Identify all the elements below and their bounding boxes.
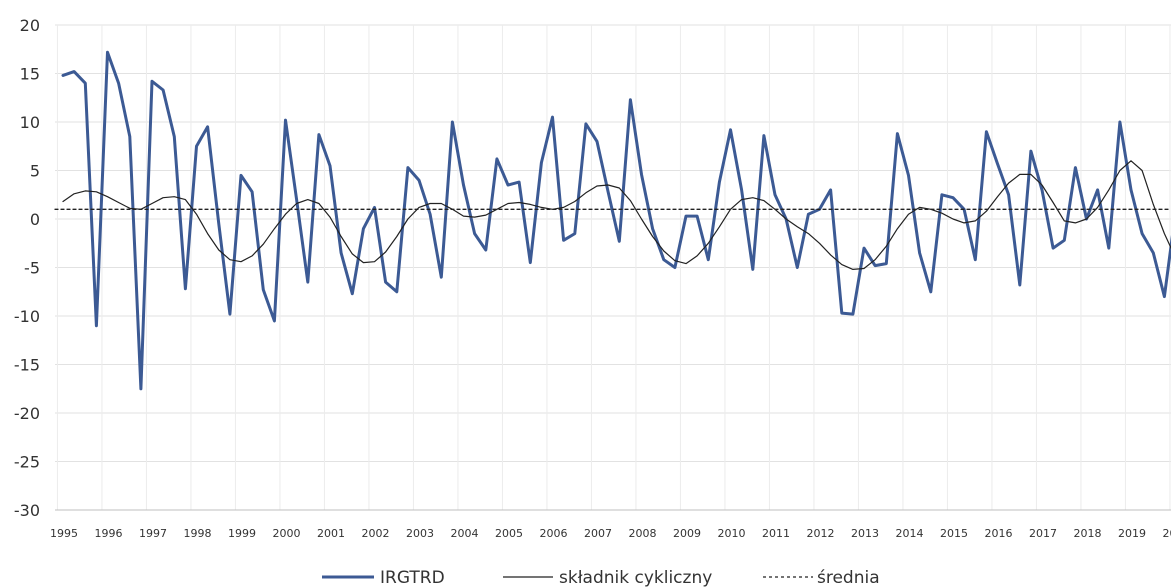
legend-label: składnik cykliczny: [559, 568, 712, 587]
x-tick-label: 2001: [317, 527, 345, 540]
x-tick-label: 1998: [184, 527, 212, 540]
grid-layer: [55, 25, 1171, 510]
legend-label: średnia: [817, 568, 880, 587]
x-tick-label: 2016: [985, 527, 1013, 540]
x-tick-label: 2003: [406, 527, 434, 540]
x-tick-label: 2013: [851, 527, 879, 540]
x-tick-label: 2004: [451, 527, 479, 540]
x-tick-label: 1997: [139, 527, 167, 540]
x-tick-label: 1996: [95, 527, 123, 540]
x-tick-label: 1995: [50, 527, 78, 540]
x-tick-label: 2010: [718, 527, 746, 540]
x-tick-label: 2005: [495, 527, 523, 540]
x-tick-label: 2018: [1074, 527, 1102, 540]
x-tick-label: 2002: [362, 527, 390, 540]
x-tick-label: 2000: [273, 527, 301, 540]
x-tick-label: 2019: [1118, 527, 1146, 540]
series-layer: [55, 52, 1171, 497]
x-tick-label: 2012: [807, 527, 835, 540]
y-axis-ticks: 20 15 10 5 0 -5 -10 -15 -20 -25 -30: [14, 16, 40, 520]
x-tick-label: 2009: [673, 527, 701, 540]
series-line-irgtrd: [63, 52, 1171, 497]
y-tick-label: -25: [14, 453, 40, 472]
legend: IRGTRD składnik cykliczny średnia: [322, 568, 880, 587]
y-tick-label: 0: [30, 210, 40, 229]
legend-label: IRGTRD: [380, 568, 445, 587]
y-tick-label: 5: [30, 162, 40, 181]
x-tick-label: 1999: [228, 527, 256, 540]
x-tick-label: 2011: [762, 527, 790, 540]
x-axis-ticks: 1995 1996 1997 1998 1999 2000 2001 2002 2003 2004…: [50, 527, 1171, 540]
x-tick-label: 2008: [629, 527, 657, 540]
y-tick-label: 20: [20, 16, 40, 35]
x-tick-label: 2006: [540, 527, 568, 540]
y-tick-label: -15: [14, 356, 40, 375]
y-tick-label: 10: [20, 113, 40, 132]
y-tick-label: -20: [14, 404, 40, 423]
y-tick-label: 15: [20, 65, 40, 84]
y-tick-label: -30: [14, 501, 40, 520]
x-tick-label: 2017: [1029, 527, 1057, 540]
x-tick-label: 2007: [584, 527, 612, 540]
y-tick-label: -10: [14, 307, 40, 326]
x-tick-label: 2020: [1163, 527, 1171, 540]
x-tick-label: 2014: [896, 527, 924, 540]
x-tick-label: 2015: [940, 527, 968, 540]
y-tick-label: -5: [24, 259, 40, 278]
